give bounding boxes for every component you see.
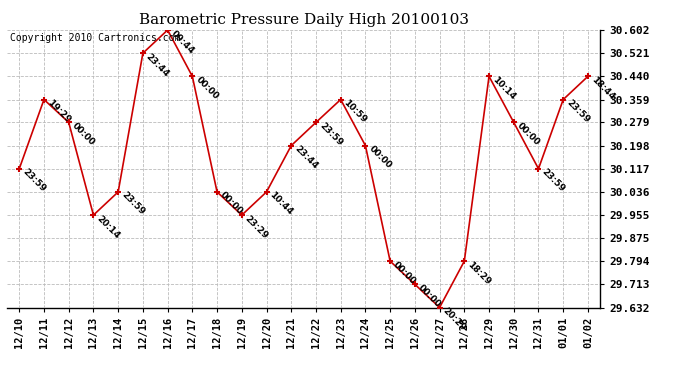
Text: 23:59: 23:59 xyxy=(119,190,146,217)
Text: 23:59: 23:59 xyxy=(317,121,344,148)
Text: 18:44: 18:44 xyxy=(589,75,616,102)
Text: 20:14: 20:14 xyxy=(95,214,121,240)
Text: 10:14: 10:14 xyxy=(491,75,517,102)
Text: 18:29: 18:29 xyxy=(466,260,493,286)
Text: 23:29: 23:29 xyxy=(243,214,270,240)
Text: 19:29: 19:29 xyxy=(46,98,72,125)
Text: 10:59: 10:59 xyxy=(342,98,368,125)
Text: 00:00: 00:00 xyxy=(416,283,442,309)
Text: Copyright 2010 Cartronics.com: Copyright 2010 Cartronics.com xyxy=(10,33,180,43)
Text: 23:44: 23:44 xyxy=(144,52,171,79)
Text: 00:00: 00:00 xyxy=(219,190,245,217)
Text: 10:44: 10:44 xyxy=(268,190,295,217)
Text: 20:29: 20:29 xyxy=(441,306,468,333)
Text: 00:00: 00:00 xyxy=(367,144,393,171)
Text: 23:44: 23:44 xyxy=(293,144,319,171)
Text: 00:00: 00:00 xyxy=(391,260,417,286)
Text: 00:00: 00:00 xyxy=(194,75,220,101)
Text: 23:59: 23:59 xyxy=(21,167,48,194)
Text: 09:44: 09:44 xyxy=(169,28,196,56)
Text: 00:00: 00:00 xyxy=(515,121,542,147)
Text: 00:00: 00:00 xyxy=(70,121,97,147)
Title: Barometric Pressure Daily High 20100103: Barometric Pressure Daily High 20100103 xyxy=(139,13,469,27)
Text: 23:59: 23:59 xyxy=(564,98,591,125)
Text: 23:59: 23:59 xyxy=(540,167,566,194)
